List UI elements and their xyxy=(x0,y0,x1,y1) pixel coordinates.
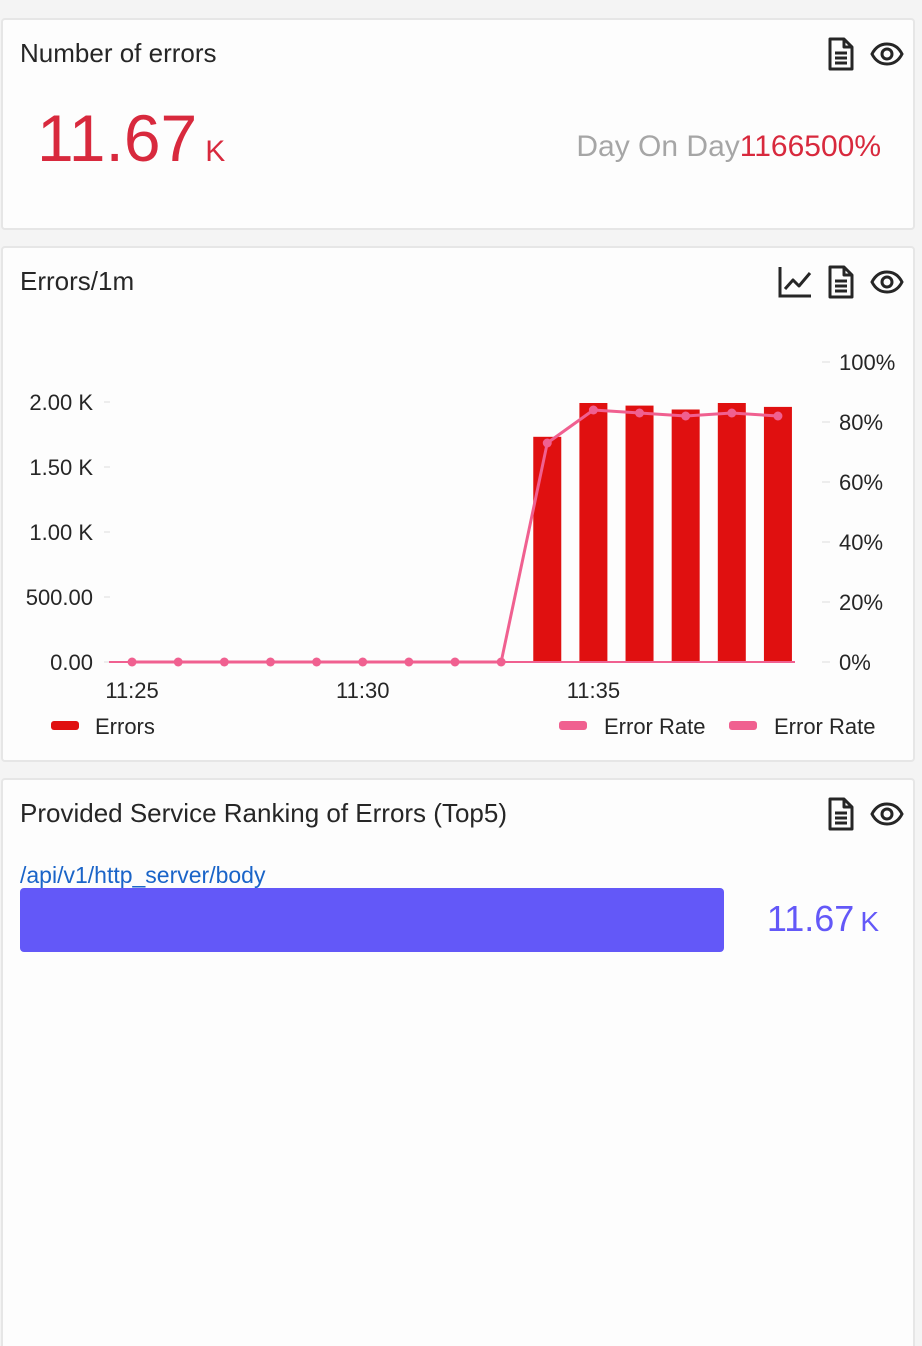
x-tick-label: 11:25 xyxy=(105,678,158,703)
errors-chart: 0.00 500.00 1.00 K 1.50 K 2.00 K 0% 20% 40% 60% 8… xyxy=(26,350,896,739)
bar-errors xyxy=(671,409,700,663)
y-left-tick-label: 0.00 xyxy=(50,650,93,675)
y-left-tick-label: 500.00 xyxy=(26,585,93,610)
legend-label-errors: Errors xyxy=(95,714,155,739)
service-value-unit: K xyxy=(860,906,879,937)
y-right-tick-label: 20% xyxy=(839,590,883,615)
service-value-number: 11.67 xyxy=(766,898,855,939)
legend-label-error-rate: Error Rate xyxy=(604,714,705,739)
day-on-day: Day On Day1166500% xyxy=(576,130,881,164)
card-title: Provided Service Ranking of Errors (Top5… xyxy=(20,798,507,828)
eye-icon[interactable] xyxy=(869,796,905,832)
bar-errors xyxy=(763,406,792,663)
bar-errors xyxy=(533,436,562,663)
errors-per-minute-card: 0.00 500.00 1.00 K 1.50 K 2.00 K 0% 20% 40% 60% 8… xyxy=(1,246,915,762)
point-error-rate xyxy=(542,438,552,448)
service-bar-track xyxy=(20,888,724,952)
eye-icon[interactable] xyxy=(869,36,905,72)
errors-count-card: Number of errors 11.67 K Day On Day116650… xyxy=(1,18,915,230)
point-error-rate xyxy=(265,657,275,667)
card-toolbar xyxy=(777,264,905,300)
line-chart-icon[interactable] xyxy=(777,264,813,300)
legend-swatch-error-rate-2 xyxy=(729,721,757,730)
point-error-rate xyxy=(450,657,460,667)
service-ranking-card: Provided Service Ranking of Errors (Top5… xyxy=(1,778,915,1346)
point-error-rate xyxy=(496,657,506,667)
point-error-rate xyxy=(588,405,598,415)
bar-errors xyxy=(579,403,608,663)
eye-icon[interactable] xyxy=(869,264,905,300)
y-right-tick-label: 80% xyxy=(839,410,883,435)
point-error-rate xyxy=(127,657,137,667)
card-title: Errors/1m xyxy=(20,266,135,296)
y-left-tick-label: 1.00 K xyxy=(29,520,93,545)
day-on-day-value: 1166500% xyxy=(739,130,881,163)
document-icon[interactable] xyxy=(823,36,859,72)
document-icon[interactable] xyxy=(823,796,859,832)
point-error-rate xyxy=(404,657,414,667)
card-toolbar xyxy=(823,796,905,832)
card-title: Number of errors xyxy=(20,38,217,68)
point-error-rate xyxy=(312,657,322,667)
service-link[interactable]: /api/v1/http_server/body xyxy=(20,862,266,888)
point-error-rate xyxy=(358,657,368,667)
service-bar xyxy=(20,888,724,952)
error-count-value: 11.67 K xyxy=(37,100,225,176)
bar-errors xyxy=(717,403,746,663)
y-left-tick-label: 1.50 K xyxy=(29,455,93,480)
point-error-rate xyxy=(727,408,737,418)
y-right-tick-label: 0% xyxy=(839,650,871,675)
card-toolbar xyxy=(823,36,905,72)
bar-errors xyxy=(625,405,654,663)
point-error-rate xyxy=(773,411,783,421)
legend-label-error-rate-2: Error Rate xyxy=(774,714,875,739)
point-error-rate xyxy=(681,411,691,421)
point-error-rate xyxy=(635,408,645,418)
legend-swatch-errors xyxy=(51,721,79,730)
error-count-unit: K xyxy=(205,135,226,168)
x-tick-label: 11:35 xyxy=(567,678,620,703)
y-left-tick-label: 2.00 K xyxy=(29,390,93,415)
error-count-number: 11.67 xyxy=(37,101,198,175)
y-right-tick-label: 100% xyxy=(839,350,895,375)
point-error-rate xyxy=(219,657,229,667)
service-value: 11.67 K xyxy=(767,898,879,940)
day-on-day-label: Day On Day xyxy=(576,130,740,163)
point-error-rate xyxy=(173,657,183,667)
y-right-tick-label: 60% xyxy=(839,470,883,495)
x-tick-label: 11:30 xyxy=(336,678,389,703)
y-right-tick-label: 40% xyxy=(839,530,883,555)
legend-swatch-error-rate xyxy=(559,721,587,730)
document-icon[interactable] xyxy=(823,264,859,300)
